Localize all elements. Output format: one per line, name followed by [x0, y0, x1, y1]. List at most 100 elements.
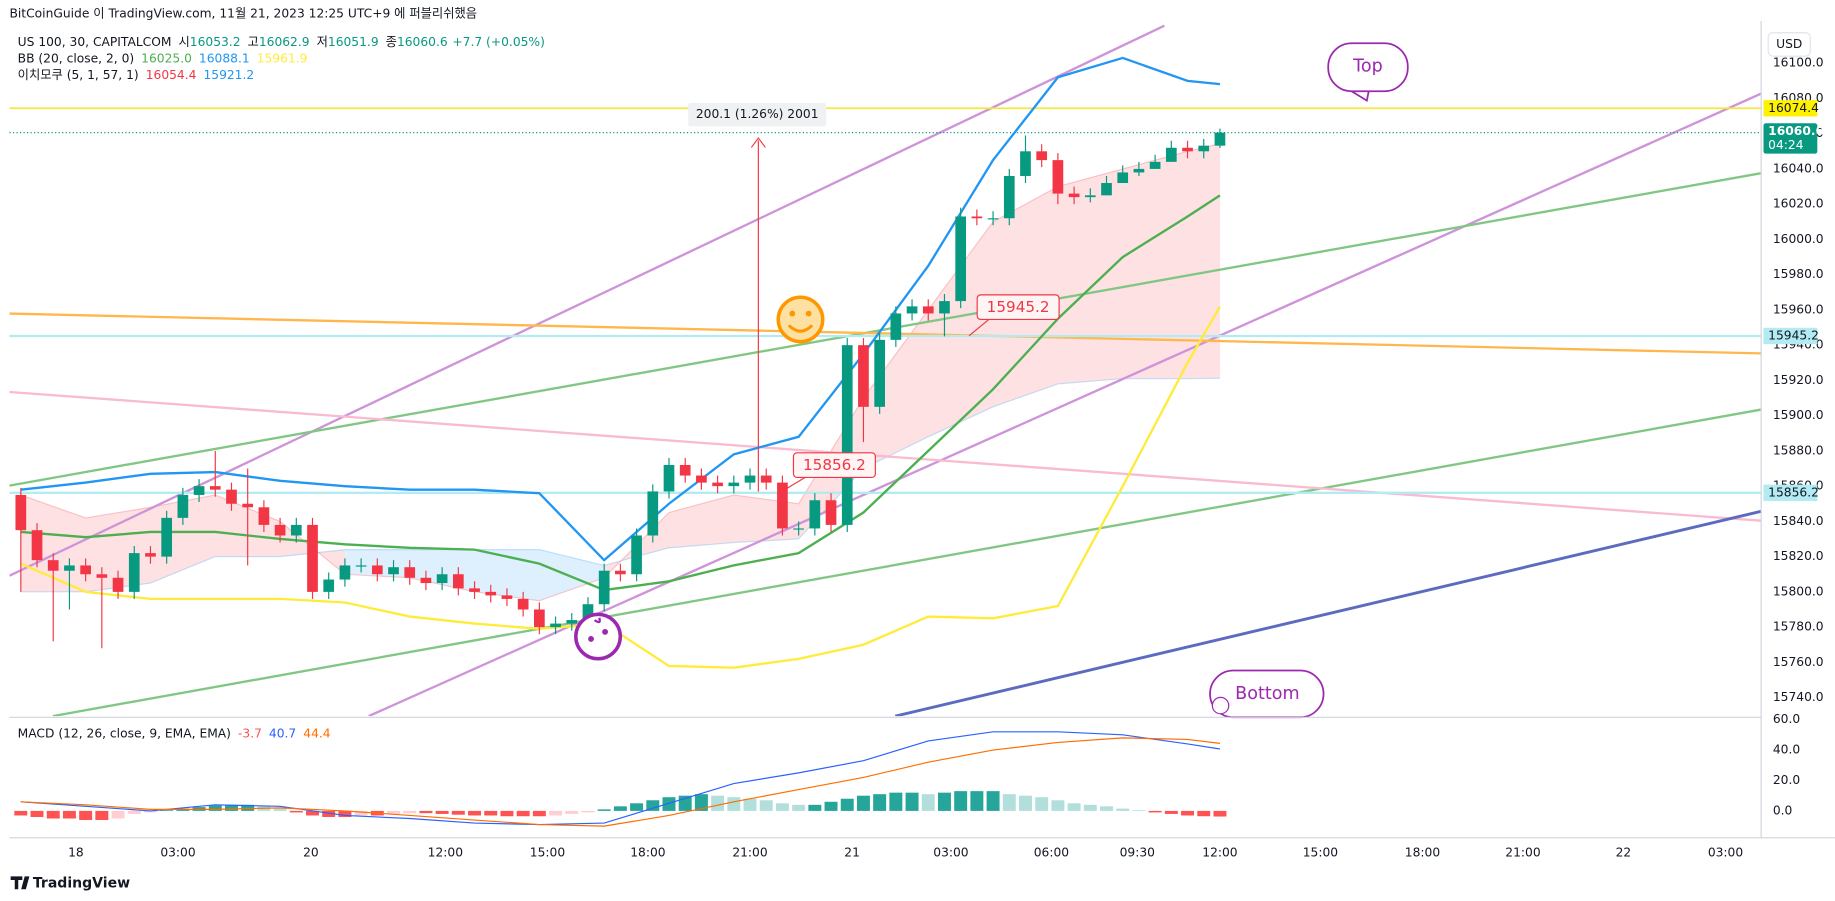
histogram-bar [451, 810, 465, 815]
histogram-bar [743, 798, 757, 811]
y-tick-label: 15820.0 [1773, 549, 1824, 563]
legend-value: 16025.0 [141, 51, 192, 65]
bottom-icon [1211, 696, 1230, 715]
histogram-bar [532, 810, 546, 817]
candle-body [906, 306, 918, 314]
histogram-bar [630, 803, 644, 811]
histogram-bar [873, 794, 887, 811]
legend-key: 종 [386, 35, 397, 49]
candle-body [485, 591, 497, 596]
histogram-bar [516, 810, 530, 817]
candle-body [404, 567, 416, 578]
histogram-bar [549, 810, 563, 816]
candle-body [841, 345, 853, 525]
y-tick-label: 15780.0 [1773, 620, 1824, 634]
histogram-bar [1148, 810, 1162, 813]
candle-body [890, 313, 902, 340]
top-bubble [1327, 42, 1409, 93]
histogram-bar [111, 810, 125, 819]
histogram-bar [613, 806, 627, 811]
histogram-bar [970, 791, 984, 811]
y-tick-label: 15900.0 [1773, 408, 1824, 422]
measure-arrow [750, 137, 766, 148]
candle-body [112, 577, 124, 592]
histogram-bar [662, 797, 676, 811]
x-tick-label: 09:30 [1120, 846, 1155, 860]
smiley [776, 295, 825, 344]
candle-body [290, 524, 302, 536]
bb-line [20, 194, 1221, 592]
histogram-bar [1019, 795, 1032, 811]
histogram-bar [500, 810, 514, 817]
histogram-bar [565, 810, 579, 814]
candle-body [566, 620, 578, 624]
candle-body [971, 216, 983, 219]
candle-body [1117, 172, 1129, 184]
last-price-label: 16060.6 [1768, 124, 1824, 138]
trend-line [894, 509, 1762, 717]
legend-value: 16051.9 [328, 35, 379, 49]
publisher: BitCoinGuide 이 TradingView.com, 11월 21, … [9, 6, 477, 21]
histogram-bar [824, 801, 838, 811]
smiley-eye [588, 635, 594, 642]
histogram-bar [1197, 810, 1211, 817]
histogram-bar [1035, 797, 1049, 811]
brand: TradingView [33, 875, 130, 891]
candle-body [939, 301, 950, 314]
histogram-bar [1083, 804, 1097, 811]
x-tick-label: 15:00 [1303, 846, 1338, 860]
top-label: Top [1352, 57, 1383, 77]
candle-body [534, 609, 545, 628]
legend-macd: MACD (12, 26, close, 9, EMA, EMA) -3.7 40.… [18, 726, 331, 740]
smiley-mouth [593, 617, 601, 624]
y-tick-label: 15880.0 [1773, 443, 1824, 457]
candle-body [1133, 168, 1145, 173]
histogram-bar [775, 803, 789, 811]
histogram-bar [1067, 803, 1081, 811]
legend-value: 40.7 [269, 726, 296, 740]
x-tick-label: 18 [68, 846, 84, 860]
histogram-bar [95, 810, 109, 821]
histogram-bar [468, 810, 482, 816]
histogram-bar [403, 810, 417, 814]
x-tick-label: 22 [1616, 846, 1632, 860]
candle-body [371, 565, 383, 575]
smiley [574, 612, 623, 661]
candle-body [258, 507, 270, 525]
candle-body [436, 574, 448, 584]
histogram-bar [1164, 810, 1178, 814]
x-tick-label: 03:00 [1708, 846, 1743, 860]
candle-body [760, 475, 772, 483]
signal-line [20, 737, 1221, 827]
candle-body [355, 565, 367, 567]
bottom-label: Bottom [1235, 684, 1299, 704]
histogram-bar [289, 810, 303, 813]
histogram-bar [792, 804, 806, 811]
histogram-bar [597, 809, 611, 811]
trend-line [368, 92, 1762, 717]
histogram-bar [79, 810, 93, 821]
y-tick-label: 16020.0 [1773, 197, 1824, 211]
macd-pane [14, 731, 1227, 827]
candle-body [1198, 145, 1210, 152]
histogram-bar [1002, 794, 1016, 811]
candle-body [274, 524, 286, 536]
unit-box [1767, 32, 1811, 57]
y-tick-label: 15840.0 [1773, 514, 1824, 528]
candle-body [1068, 193, 1080, 198]
candle-body [631, 535, 642, 575]
x-tick-label: 03:00 [933, 846, 968, 860]
candle-body [1182, 147, 1193, 152]
histogram-bar [954, 791, 968, 811]
histogram-bar [1051, 800, 1065, 811]
legend-bb: BB (20, close, 2, 0) 16025.0 16088.1 15961.… [18, 51, 308, 65]
x-tick-label: 12:00 [1202, 846, 1237, 860]
candle-body [1020, 151, 1031, 176]
trend-line [9, 24, 1165, 577]
candle-body [501, 595, 513, 599]
candle-body [47, 560, 59, 571]
legend-title: 이치모쿠 (5, 1, 57, 1) [18, 67, 139, 81]
candle-body [307, 524, 318, 592]
histogram-bar [208, 805, 222, 811]
